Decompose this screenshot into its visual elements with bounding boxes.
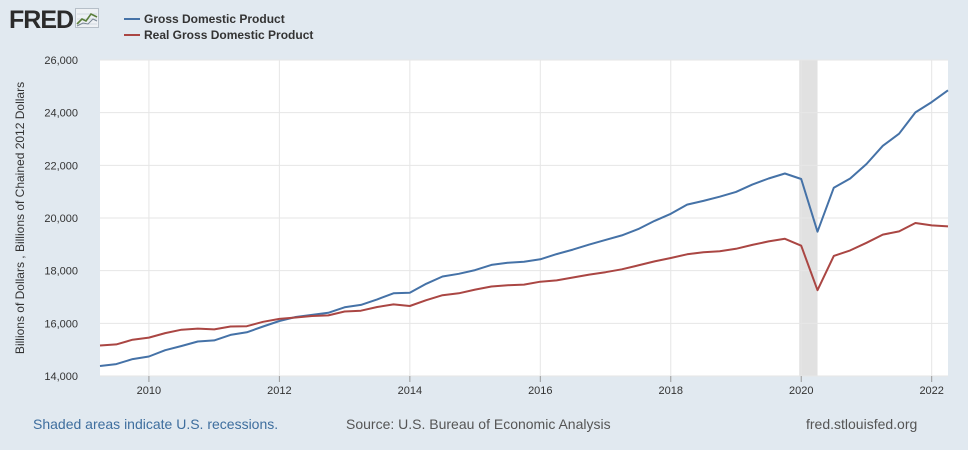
plot-area: 14,000 16,000 18,000 20,000 22,000 24,000 26,0…	[0, 46, 968, 400]
chart-legend: Gross Domestic Product Real Gross Domest…	[124, 11, 313, 43]
x-tick-label: 2022	[919, 385, 943, 397]
x-tick-label: 2012	[267, 385, 291, 397]
y-tick-label: 22,000	[44, 160, 78, 172]
legend-label-gdp: Gross Domestic Product	[144, 12, 285, 26]
series-line-1[interactable]	[99, 222, 949, 347]
x-tick-label: 2016	[528, 385, 552, 397]
series-lines	[99, 89, 949, 367]
trend-line-icon	[75, 8, 100, 33]
series-points-1	[99, 222, 949, 346]
legend-item-real-gdp[interactable]: Real Gross Domestic Product	[124, 27, 313, 43]
fred-logo-text: FRED	[9, 6, 74, 34]
y-tick-label: 18,000	[44, 266, 78, 278]
legend-item-gdp[interactable]: Gross Domestic Product	[124, 11, 313, 27]
recession-note: Shaded areas indicate U.S. recessions.	[33, 416, 279, 432]
y-tick-label: 26,000	[44, 55, 78, 67]
y-tick-label: 16,000	[44, 318, 78, 330]
gridlines	[100, 59, 948, 377]
y-tick-label: 14,000	[44, 371, 78, 383]
legend-swatch-real-gdp	[124, 34, 140, 36]
source-note: Source: U.S. Bureau of Economic Analysis	[346, 416, 611, 432]
x-tick-label: 2018	[659, 385, 683, 397]
y-axis-label: Billions of Dollars , Billions of Chaine…	[13, 82, 27, 354]
line-chart[interactable]: 14,000 16,000 18,000 20,000 22,000 24,000 26,0…	[0, 46, 968, 400]
x-axis-ticks: 2010 2012 2014 2016 2018 2020 2022	[137, 376, 944, 397]
x-tick-label: 2010	[137, 385, 161, 397]
site-link[interactable]: fred.stlouisfed.org	[806, 416, 918, 432]
legend-swatch-gdp	[124, 18, 140, 20]
x-tick-label: 2014	[398, 385, 422, 397]
chart-header: FRED Gross Domestic Product Real Gross D…	[0, 0, 968, 46]
legend-label-real-gdp: Real Gross Domestic Product	[144, 28, 314, 42]
x-tick-label: 2020	[789, 385, 813, 397]
y-tick-label: 20,000	[44, 213, 78, 225]
series-line-0[interactable]	[99, 89, 949, 367]
y-axis-ticks: 14,000 16,000 18,000 20,000 22,000 24,000 26,0…	[44, 55, 78, 383]
y-tick-label: 24,000	[44, 108, 78, 120]
fred-logo[interactable]: FRED	[9, 5, 100, 35]
